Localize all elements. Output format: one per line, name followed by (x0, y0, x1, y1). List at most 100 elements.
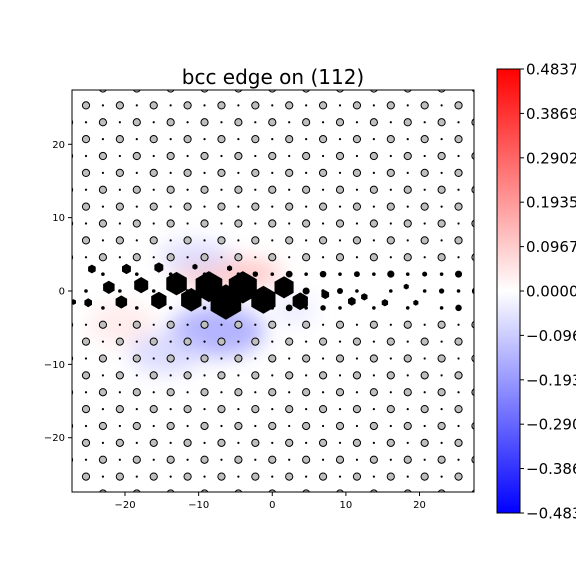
atom-dot (441, 509, 443, 511)
atom-circle (285, 135, 294, 144)
atom-dot (305, 509, 307, 511)
atom-circle (268, 118, 277, 127)
atom-circle (335, 118, 345, 127)
y-tick-label: −20 (44, 433, 65, 444)
atom-dot (389, 424, 392, 428)
hexagon-marker (381, 299, 389, 307)
atom-dot (169, 239, 172, 242)
atom-circle (420, 236, 429, 245)
atom-dot (406, 374, 409, 377)
atom-dot (288, 154, 291, 158)
hexagon-marker (403, 283, 409, 290)
hexagon-marker (154, 262, 164, 273)
atom-circle (285, 337, 294, 346)
atom-dot (101, 239, 105, 242)
atom-circle (132, 118, 141, 127)
atom-dot (169, 475, 172, 478)
atom-dot (186, 121, 189, 124)
atom-dot (305, 408, 308, 411)
atom-circle (420, 168, 429, 177)
atom-circle (149, 438, 158, 447)
atom-circle (98, 185, 108, 194)
atom-dot (84, 391, 88, 394)
atom-dot (203, 441, 206, 444)
atom-circle (98, 455, 108, 464)
atom-dot (457, 87, 459, 89)
atom-circle (200, 253, 209, 262)
chart-title: bcc edge on (112) (182, 65, 364, 89)
atom-dot (84, 424, 88, 428)
atom-dot (355, 188, 359, 191)
atom-circle (149, 236, 158, 245)
atom-circle (437, 388, 446, 397)
atom-dot (441, 71, 443, 73)
atom-dot (101, 408, 105, 411)
atom-dot (338, 239, 342, 242)
atom-circle (471, 489, 474, 492)
atom-circle (285, 202, 294, 211)
atom-dot (338, 272, 342, 276)
atom-dot (355, 256, 359, 259)
atom-circle (369, 219, 378, 228)
atom-circle (386, 371, 395, 380)
atom-circle (302, 253, 311, 262)
atom-dot (119, 87, 121, 89)
atom-circle (81, 236, 91, 245)
atom-dot (372, 205, 375, 208)
atom-dot (203, 239, 206, 242)
atom-dot (220, 154, 223, 158)
atom-circle (115, 337, 124, 346)
atom-circle (166, 421, 175, 431)
atom-circle (318, 337, 328, 346)
atom-circle (471, 253, 474, 262)
atom-dot (321, 391, 325, 394)
atom-circle (437, 219, 446, 228)
atom-circle (132, 354, 141, 363)
atom-dot (355, 323, 359, 326)
atom-circle (200, 185, 209, 194)
atom-circle (335, 388, 345, 397)
atom-circle (403, 185, 412, 194)
atom-circle (251, 472, 260, 481)
atom-dot (406, 138, 409, 141)
atom-dot (271, 239, 274, 242)
atom-dot (372, 408, 375, 411)
atom-dot (389, 256, 392, 259)
atom-dot (254, 458, 257, 461)
colorbar-tick-label: 0.0000 (526, 283, 576, 301)
atom-dot (406, 408, 409, 411)
atom-circle (81, 371, 91, 380)
atom-dot (135, 374, 138, 377)
atom-circle (352, 405, 362, 414)
x-tick-label: 20 (413, 500, 426, 511)
atom-dot (136, 71, 138, 73)
atom-dot (203, 475, 206, 478)
hexagon-marker (134, 277, 149, 294)
atom-dot (84, 154, 88, 158)
atom-circle (98, 253, 108, 262)
atom-dot (203, 205, 206, 208)
atom-circle (455, 68, 462, 75)
atom-circle (81, 405, 91, 414)
atom-circle (387, 507, 394, 514)
atom-dot (305, 104, 308, 107)
atom-dot (169, 408, 172, 411)
atom-circle (471, 219, 474, 228)
atom-dot (372, 306, 376, 310)
atom-dot (169, 441, 172, 444)
atom-circle (149, 168, 158, 177)
atom-dot (372, 475, 375, 478)
atom-circle (132, 421, 141, 431)
atom-dot (254, 154, 257, 158)
x-tick-label: 10 (340, 500, 353, 511)
atom-dot (220, 222, 223, 225)
atom-dot (271, 374, 274, 377)
atom-dot (118, 222, 121, 225)
atom-circle (217, 405, 226, 414)
atom-dot (271, 340, 274, 343)
atom-circle (149, 371, 158, 380)
atom-dot (186, 154, 189, 158)
atom-dot (389, 121, 392, 124)
atom-circle (166, 489, 175, 492)
atom-dot (355, 424, 359, 428)
